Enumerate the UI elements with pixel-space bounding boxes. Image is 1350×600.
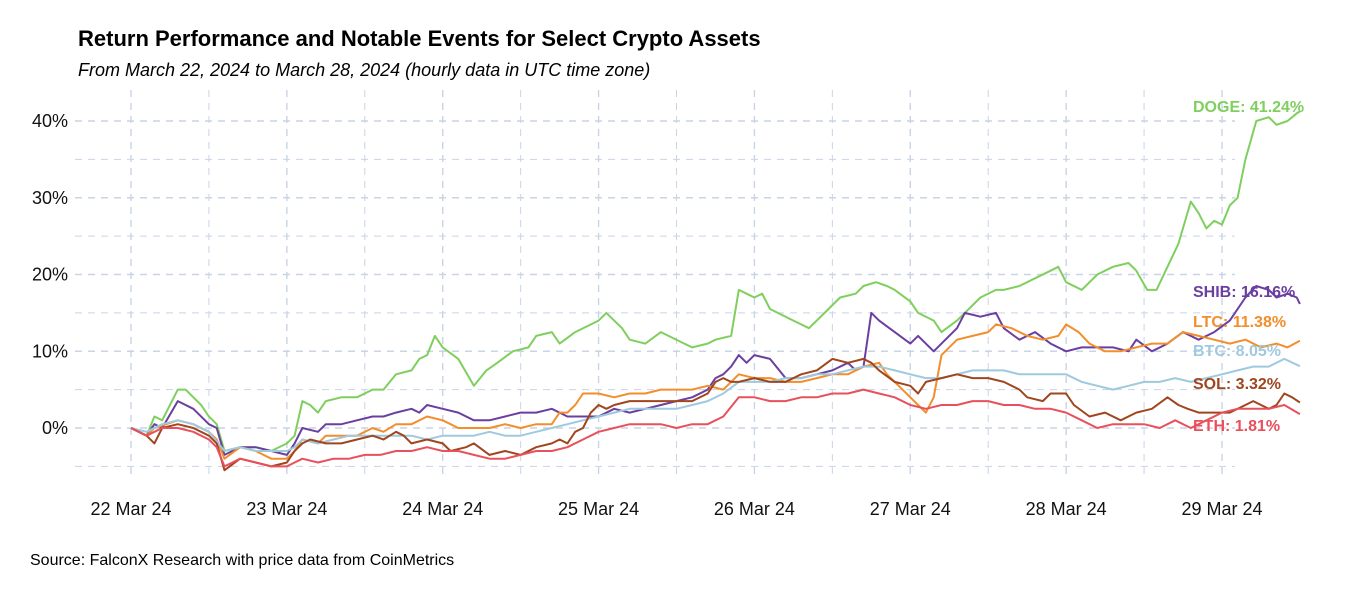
series-line-doge	[130, 110, 1301, 452]
series-label-sol: SOL: 3.32%	[1193, 376, 1281, 393]
x-axis: 22 Mar 24 23 Mar 24 24 Mar 24 25 Mar 24 26 M…	[90, 499, 1262, 519]
y-tick-label: 20%	[32, 265, 68, 285]
series-label-shib: SHIB: 16.16%	[1193, 284, 1295, 301]
series-line-eth	[130, 388, 1301, 468]
grid-lines	[75, 90, 1235, 480]
y-tick-label: 0%	[42, 418, 68, 438]
series-label-ltc: LTC: 11.38%	[1193, 314, 1286, 331]
y-tick-label: 30%	[32, 188, 68, 208]
series-label-doge: DOGE: 41.24%	[1193, 99, 1304, 116]
series-line-sol	[130, 357, 1301, 472]
series-label-btc: BTC: 8.05%	[1193, 343, 1281, 360]
x-tick-label: 26 Mar 24	[714, 499, 795, 519]
chart-subtitle: From March 22, 2024 to March 28, 2024 (h…	[78, 60, 651, 80]
y-axis: 0% 10% 20% 30% 40%	[32, 111, 68, 438]
x-tick-label: 27 Mar 24	[870, 499, 951, 519]
x-tick-label: 23 Mar 24	[246, 499, 327, 519]
chart-title: Return Performance and Notable Events fo…	[78, 26, 761, 51]
x-tick-label: 22 Mar 24	[90, 499, 171, 519]
series-lines	[130, 110, 1301, 472]
y-tick-label: 10%	[32, 341, 68, 361]
series-line-ltc	[130, 323, 1301, 460]
series-line-shib	[130, 285, 1301, 456]
x-tick-label: 25 Mar 24	[558, 499, 639, 519]
x-tick-label: 29 Mar 24	[1181, 499, 1262, 519]
x-tick-label: 28 Mar 24	[1026, 499, 1107, 519]
source-caption: Source: FalconX Research with price data…	[30, 552, 455, 569]
series-line-btc	[130, 357, 1301, 452]
x-tick-label: 24 Mar 24	[402, 499, 483, 519]
y-tick-label: 40%	[32, 111, 68, 131]
series-labels: DOGE: 41.24% SHIB: 16.16% LTC: 11.38% BTC: …	[1193, 99, 1304, 435]
series-label-eth: ETH: 1.81%	[1193, 418, 1280, 435]
